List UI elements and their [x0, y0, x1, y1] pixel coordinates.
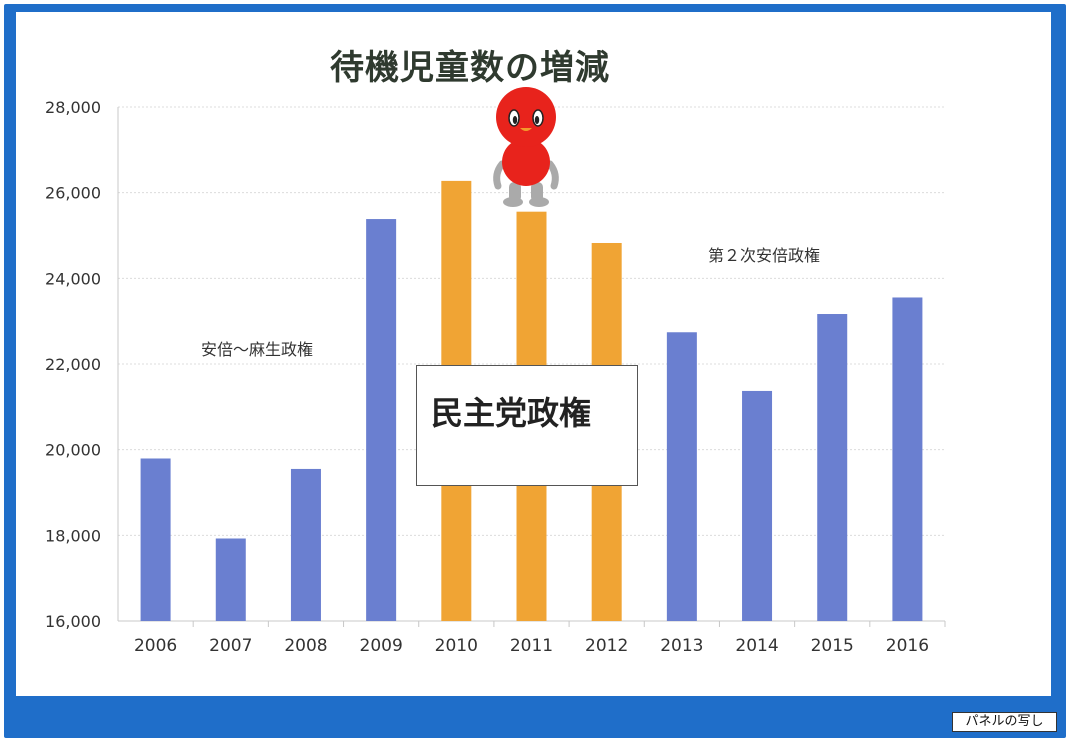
dpj-label-box: 民主党政権 [416, 365, 638, 486]
chart-title: 待機児童数の増減 [330, 48, 610, 88]
bar-2013 [666, 332, 697, 621]
bar-2006 [140, 458, 171, 621]
y-tick-label: 28,000 [45, 98, 101, 117]
y-tick-label: 22,000 [45, 355, 101, 374]
x-tick-label: 2015 [811, 636, 854, 656]
panel-copy-label: パネルの写し [952, 712, 1057, 732]
y-tick-label: 20,000 [45, 441, 101, 460]
bar-2007 [215, 538, 246, 621]
x-tick-label: 2007 [209, 636, 252, 656]
y-tick-label: 26,000 [45, 184, 101, 203]
y-tick-label: 16,000 [45, 612, 101, 631]
bar-2015 [817, 314, 848, 621]
x-tick-label: 2013 [660, 636, 703, 656]
x-tick-label: 2009 [360, 636, 403, 656]
annotation-abe-second: 第２次安倍政権 [708, 246, 821, 265]
bar-2009 [366, 219, 397, 621]
annotation-abe-aso: 安倍～麻生政権 [201, 340, 314, 359]
mascot-character-icon [493, 87, 559, 207]
y-tick-label: 18,000 [45, 526, 101, 545]
x-tick-label: 2010 [435, 636, 478, 656]
y-tick-label: 24,000 [45, 269, 101, 288]
x-tick-label: 2012 [585, 636, 628, 656]
bar-2016 [892, 297, 923, 621]
x-tick-label: 2016 [886, 636, 929, 656]
x-tick-label: 2011 [510, 636, 553, 656]
x-tick-label: 2008 [284, 636, 327, 656]
x-tick-label: 2014 [735, 636, 778, 656]
dpj-label: 民主党政権 [431, 394, 592, 432]
bar-2014 [742, 390, 773, 621]
x-tick-label: 2006 [134, 636, 177, 656]
bar-2008 [290, 468, 321, 621]
